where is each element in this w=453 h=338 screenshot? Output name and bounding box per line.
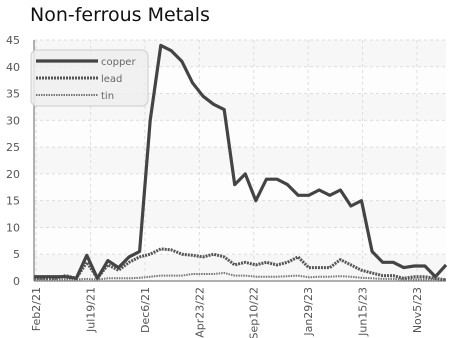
y-tick-label: 5: [13, 248, 20, 261]
y-tick-label: 40: [6, 61, 20, 74]
x-tick-label: Jan29/23: [302, 287, 315, 337]
y-tick-label: 35: [6, 88, 20, 101]
grid-band: [34, 227, 446, 255]
legend-label-copper: copper: [101, 57, 136, 68]
x-tick-label: Nov5/23: [411, 287, 424, 333]
x-tick-label: Sep10/22: [248, 287, 261, 338]
x-axis-ticks: Feb2/21 Jul19/21 Dec6/21 Apr23/22 Sep10/22 Ja…: [30, 287, 424, 338]
y-tick-label: 10: [6, 221, 20, 234]
series-line-lead: [34, 247, 447, 282]
legend-label-tin: tin: [101, 91, 114, 102]
x-tick-label: Jun15/23: [357, 287, 370, 337]
x-tick-label: Feb2/21: [30, 287, 43, 331]
y-tick-label: 25: [6, 141, 20, 154]
legend-box: [30, 49, 149, 107]
grid-band: [34, 120, 446, 148]
series-line-copper: [34, 43, 448, 280]
y-axis-ticks: 0 5 10 15 20 25 30 35 40 45: [6, 34, 20, 288]
y-tick-label: 20: [6, 168, 20, 181]
y-tick-label: 45: [6, 34, 20, 47]
x-tick-label: Apr23/22: [193, 287, 206, 338]
series-line-tin: [34, 272, 446, 281]
x-tick-label: Jul19/21: [85, 287, 98, 333]
grid-band: [34, 200, 446, 228]
legend: copper lead tin: [30, 49, 149, 107]
chart-title: Non-ferrous Metals: [30, 4, 210, 26]
series-lines: [34, 43, 448, 282]
y-tick-label: 15: [6, 195, 20, 208]
y-tick-label: 30: [6, 114, 20, 127]
legend-label-lead: lead: [101, 74, 122, 85]
grid-band: [34, 147, 446, 174]
x-tick-label: Dec6/21: [139, 287, 152, 333]
y-tick-label: 0: [13, 275, 20, 288]
